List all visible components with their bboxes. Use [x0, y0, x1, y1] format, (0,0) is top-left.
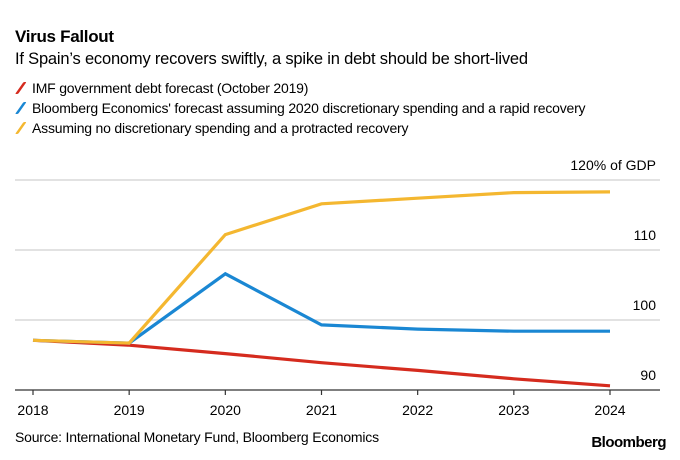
- y-tick-label: 100: [633, 297, 657, 313]
- source-note: Source: International Monetary Fund, Blo…: [15, 429, 379, 445]
- series-line-imf: [32, 338, 611, 388]
- legend: IMF government debt forecast (October 20…: [15, 79, 655, 139]
- y-axis-labels: 90 100 110 120% of GDP: [570, 157, 656, 383]
- legend-label-imf: IMF government debt forecast (October 20…: [32, 80, 309, 96]
- x-tick-label: 2019: [114, 402, 145, 418]
- chart-title: Virus Fallout: [15, 27, 114, 46]
- legend-item-imf: IMF government debt forecast (October 20…: [15, 79, 655, 97]
- x-tick-label: 2021: [306, 402, 337, 418]
- legend-label-protracted: Assuming no discretionary spending and a…: [32, 120, 409, 136]
- x-axis: 2018 2019 2020 2021 2022 2023 2024: [15, 389, 660, 418]
- gridlines: [15, 179, 660, 321]
- series-lines: [32, 190, 611, 388]
- x-tick-label: 2023: [498, 402, 529, 418]
- legend-item-bloomberg: Bloomberg Economics' forecast assuming 2…: [15, 99, 655, 117]
- y-tick-label: 110: [634, 227, 657, 243]
- x-tick-label: 2018: [17, 402, 48, 418]
- legend-label-bloomberg: Bloomberg Economics' forecast assuming 2…: [32, 100, 586, 116]
- chart-subtitle: If Spain’s economy recovers swiftly, a s…: [15, 50, 528, 68]
- x-tick-label: 2022: [402, 402, 433, 418]
- x-tick-label: 2020: [210, 402, 241, 418]
- legend-item-protracted: Assuming no discretionary spending and a…: [15, 119, 655, 137]
- x-tick-label: 2024: [594, 402, 625, 418]
- series-line-protracted: [32, 190, 611, 345]
- bloomberg-logo: Bloomberg: [591, 434, 666, 451]
- y-tick-label: 120% of GDP: [570, 157, 656, 173]
- y-tick-label: 90: [640, 367, 656, 383]
- series-line-bloomberg: [32, 271, 610, 345]
